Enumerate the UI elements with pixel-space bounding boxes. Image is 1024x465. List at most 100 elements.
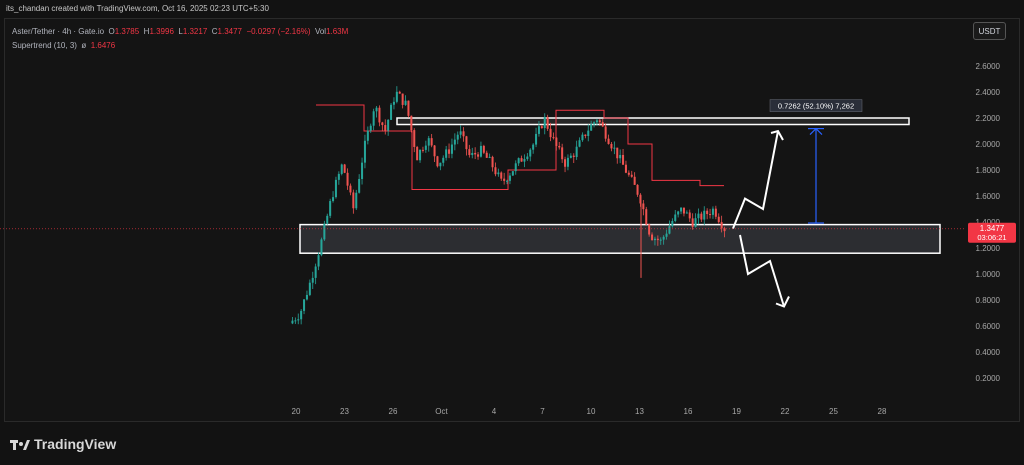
candle-body [413,130,416,147]
candle-body [549,128,552,138]
candle-body [340,164,343,174]
x-tick-label: 23 [340,407,349,416]
candle-body [601,122,604,127]
candle [477,151,480,160]
candle [439,162,442,171]
candle-body [561,147,564,160]
candle-body [363,140,366,163]
candle-body [311,277,314,283]
candle-body [691,218,694,227]
candle [685,210,688,214]
y-tick-label: 0.6000 [976,322,1001,331]
candle-body [642,203,645,210]
candle-body [436,156,439,167]
x-tick-label: 13 [635,407,644,416]
candle-body [500,172,503,179]
candle [601,118,604,128]
candle [659,237,662,245]
close-value: 1.3477 [217,27,242,36]
candle [723,226,726,238]
candle-body [703,210,706,220]
candle-body [688,212,691,219]
candle-body [668,226,671,234]
candle-body [384,125,387,131]
candle-body [546,117,549,129]
candle-body [430,138,433,146]
candle [529,148,532,162]
x-axis: 20 23 26 Oct 4 7 10 13 16 19 22 25 28 [292,407,887,416]
candle [633,172,636,185]
candle-body [378,107,381,123]
candle [630,170,633,178]
candle-body [506,180,509,182]
open-label: O [108,27,115,36]
candle-body [523,159,526,162]
candle-body [404,100,407,105]
candle-body [445,149,448,158]
candle [485,150,488,158]
candle [416,145,419,161]
candle [624,160,627,174]
candle-body [569,155,572,158]
high-value: 1.3996 [149,27,174,36]
candle [500,171,503,181]
last-price-tag [968,222,1016,243]
candle [604,123,607,142]
candle [511,170,514,176]
y-tick-label: 2.0000 [976,140,1001,149]
candle-body [720,222,723,229]
candle-body [630,174,633,177]
candle [340,163,343,176]
candle-body [369,125,372,131]
open-value: 1.3785 [114,27,140,36]
candle-body [581,134,584,141]
candle-body [535,133,538,145]
y-tick-label: 0.2000 [976,374,1001,383]
indicator-symbol: ø [81,41,87,50]
candle-body [595,120,598,123]
candle [355,189,358,210]
candle [648,223,651,237]
candle-body [613,147,616,149]
currency-button[interactable]: USDT [973,22,1006,40]
candle [329,198,332,219]
candle-body [590,124,593,131]
candle [642,200,645,216]
tradingview-brand[interactable]: TradingView [10,436,116,452]
candle [665,229,668,240]
candle-body [508,175,511,181]
candle-body [511,171,514,176]
symbol-label[interactable]: Aster/Tether · 4h · Gate.io [12,27,105,36]
candle [381,121,384,132]
candle [549,122,552,142]
candle [421,146,424,153]
change-value: −0.0297 (−2.16%) [246,27,311,36]
candle [334,176,337,199]
candle-body [662,236,665,240]
candle [694,213,697,228]
candle [700,211,703,223]
chart-panel[interactable] [4,18,1020,422]
candle [291,317,294,325]
candle-body [317,255,320,267]
candle [575,140,578,160]
candle [346,168,349,190]
candle-body [645,209,648,225]
candle [566,154,569,171]
candle-body [329,201,332,216]
candle [636,184,639,197]
candle-body [723,228,726,232]
candle-body [537,126,540,134]
candle [462,127,465,142]
y-tick-label: 1.4000 [976,218,1001,227]
candle-body [390,104,393,120]
candle [555,136,558,151]
candle-body [564,159,567,167]
candle [552,132,555,140]
candle [343,163,346,174]
candle [468,144,471,158]
indicator-row[interactable]: Supertrend (10, 3) ø 1.6476 [12,39,348,53]
candle [532,143,535,154]
candle [653,236,656,246]
